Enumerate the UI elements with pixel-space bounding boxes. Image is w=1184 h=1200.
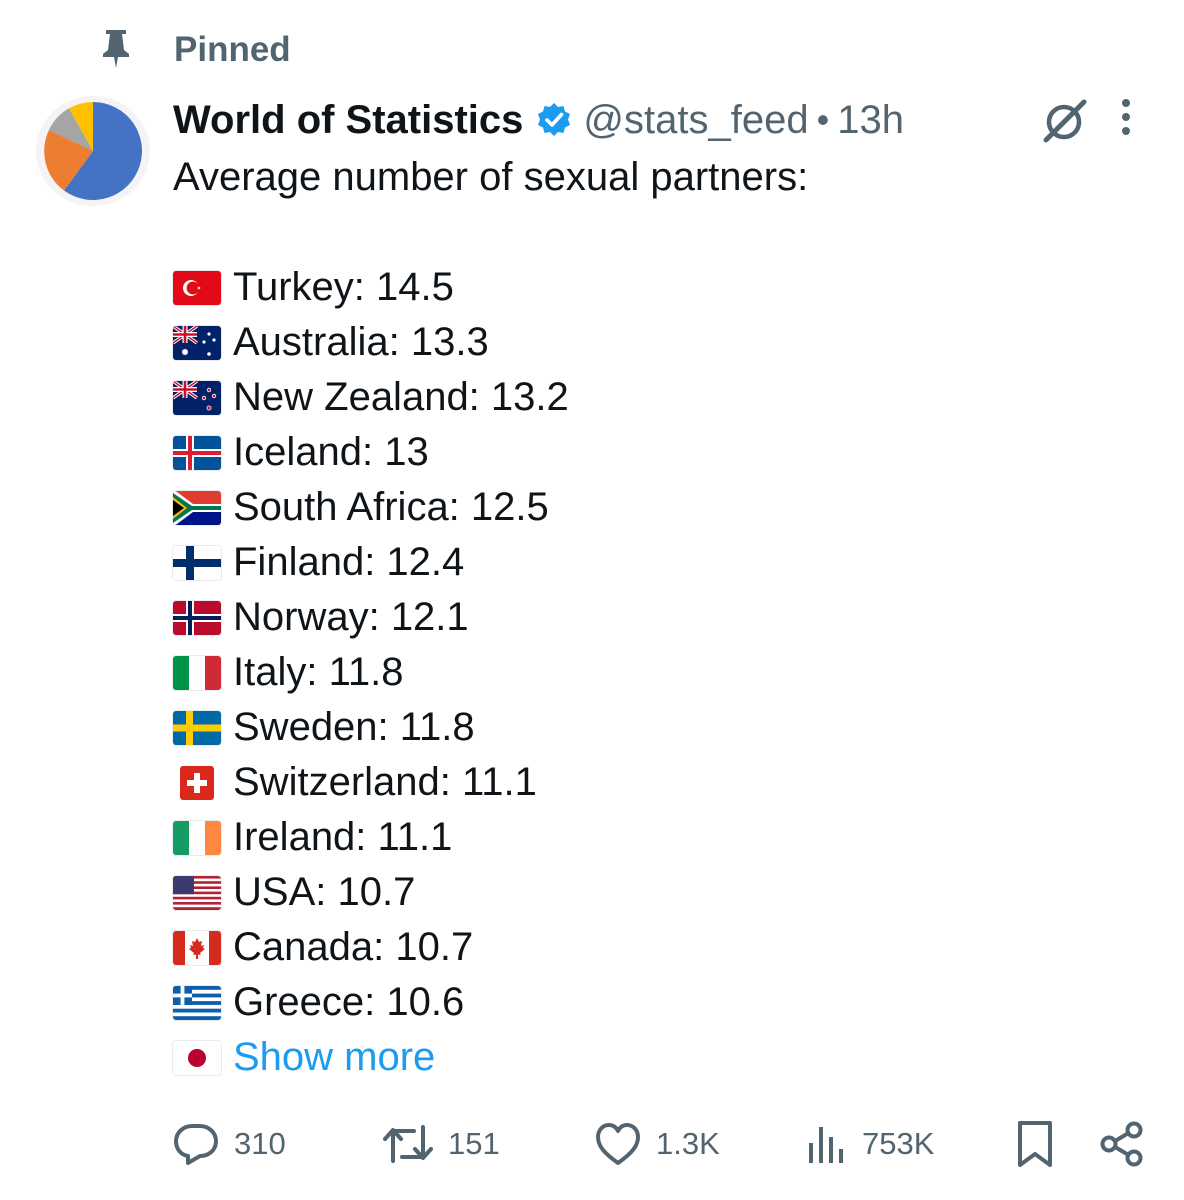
share-button[interactable] (1098, 1112, 1146, 1176)
author-handle[interactable]: @stats_feed (583, 97, 809, 142)
list-item: South Africa: 12.5 (173, 480, 1144, 535)
reply-button[interactable]: 310 (172, 1112, 286, 1176)
japan-flag-icon (173, 1040, 221, 1075)
list-item: Switzerland: 11.1 (173, 755, 1144, 810)
list-item: Iceland: 13 (173, 425, 1144, 480)
separator-dot: • (816, 99, 830, 140)
list-item: Norway: 12.1 (173, 590, 1144, 645)
show-more-row[interactable]: Show more (173, 1030, 1144, 1085)
list-item-text: Greece: 10.6 (233, 980, 465, 1024)
list-item-text: Canada: 10.7 (233, 925, 474, 969)
pinned-indicator: Pinned (96, 24, 291, 72)
verified-badge-icon[interactable] (535, 101, 573, 139)
list-item-text: Australia: 13.3 (233, 320, 489, 364)
iceland-flag-icon (173, 435, 221, 470)
list-item-text: New Zealand: 13.2 (233, 375, 569, 419)
views-count: 753K (862, 1126, 935, 1161)
heart-icon (594, 1122, 642, 1166)
more-options-icon[interactable] (1112, 96, 1140, 140)
new-zealand-flag-icon (173, 380, 221, 415)
ireland-flag-icon (173, 820, 221, 855)
australia-flag-icon (173, 325, 221, 360)
sweden-flag-icon (173, 710, 221, 745)
list-item-text: Finland: 12.4 (233, 540, 465, 584)
greece-flag-icon (173, 985, 221, 1020)
like-button[interactable]: 1.3K (594, 1112, 720, 1176)
bookmark-icon (1014, 1119, 1056, 1169)
grok-icon[interactable] (1040, 96, 1092, 144)
italy-flag-icon (173, 655, 221, 690)
repost-icon (382, 1121, 434, 1167)
tweet-header: World of Statistics @stats_feed • 13h (173, 92, 904, 148)
list-item: Italy: 11.8 (173, 645, 1144, 700)
pie-chart-logo (44, 102, 142, 200)
list-item: New Zealand: 13.2 (173, 370, 1144, 425)
author-name[interactable]: World of Statistics (173, 97, 524, 142)
list-item: Sweden: 11.8 (173, 700, 1144, 755)
pin-icon (96, 26, 136, 70)
bookmark-button[interactable] (1014, 1112, 1056, 1176)
finland-flag-icon (173, 545, 221, 580)
canada-flag-icon (173, 930, 221, 965)
reply-count: 310 (234, 1126, 286, 1161)
list-item: Ireland: 11.1 (173, 810, 1144, 865)
share-icon (1098, 1120, 1146, 1168)
turkey-flag-icon (173, 270, 221, 305)
list-item-text: Turkey: 14.5 (233, 265, 454, 309)
list-item: Greece: 10.6 (173, 975, 1144, 1030)
list-item-text: Ireland: 11.1 (233, 815, 453, 859)
pinned-label: Pinned (174, 30, 291, 69)
usa-flag-icon (173, 875, 221, 910)
switzerland-flag-icon (180, 765, 214, 800)
avatar[interactable] (36, 96, 150, 206)
list-item: USA: 10.7 (173, 865, 1144, 920)
list-item: Australia: 13.3 (173, 315, 1144, 370)
tweet-intro: Average number of sexual partners: (173, 155, 809, 199)
list-item-text: Switzerland: 11.1 (233, 760, 537, 804)
list-item: Turkey: 14.5 (173, 260, 1144, 315)
list-item-text: Norway: 12.1 (233, 595, 469, 639)
list-item-text: South Africa: 12.5 (233, 485, 549, 529)
list-item-text: Sweden: 11.8 (233, 705, 475, 749)
list-item-text: Iceland: 13 (233, 430, 429, 474)
repost-count: 151 (448, 1126, 500, 1161)
repost-button[interactable]: 151 (382, 1112, 500, 1176)
tweet-actions: 310 151 1.3K 7 (172, 1112, 1150, 1176)
like-count: 1.3K (656, 1126, 720, 1161)
show-more-link[interactable]: Show more (233, 1035, 436, 1079)
list-item: Canada: 10.7 (173, 920, 1144, 975)
views-button[interactable]: 753K (804, 1112, 934, 1176)
timestamp[interactable]: 13h (837, 97, 904, 142)
reply-icon (172, 1121, 220, 1167)
tweet-text: Average number of sexual partners: Turke… (173, 150, 1144, 1085)
list-item-text: USA: 10.7 (233, 870, 416, 914)
list-item-text: Italy: 11.8 (233, 650, 404, 694)
south-africa-flag-icon (173, 490, 221, 525)
list-item: Finland: 12.4 (173, 535, 1144, 590)
views-icon (804, 1121, 848, 1167)
norway-flag-icon (173, 600, 221, 635)
